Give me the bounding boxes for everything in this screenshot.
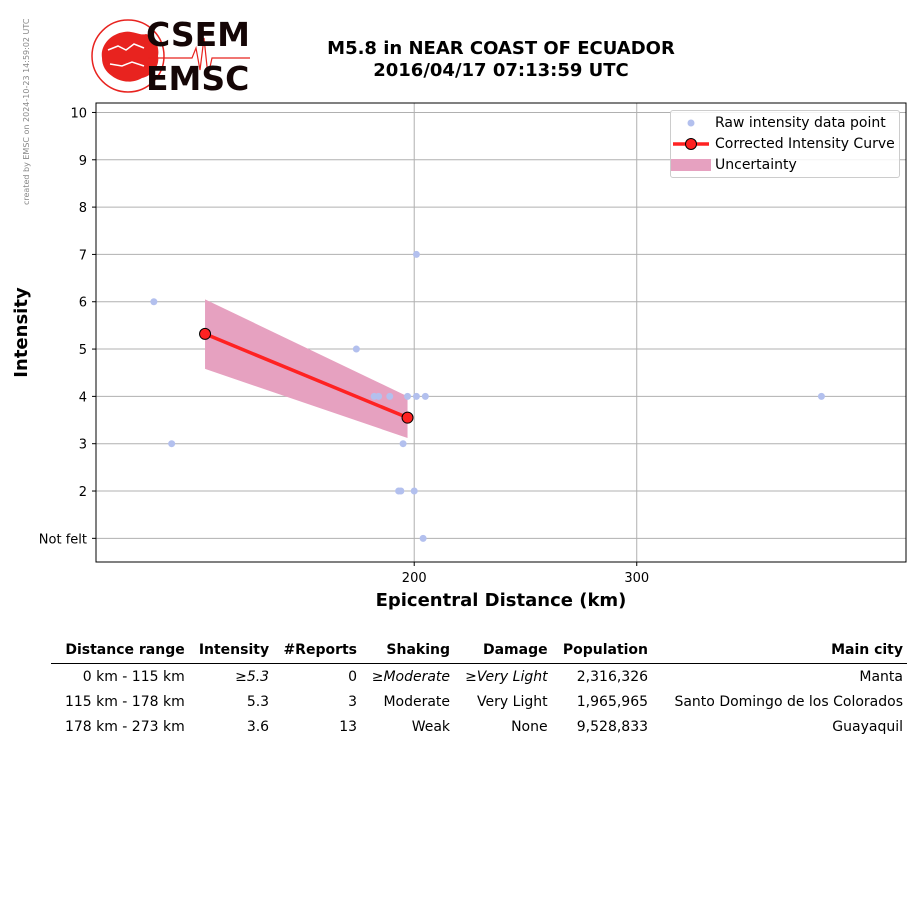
x-tick-label: 200 xyxy=(402,571,427,586)
y-axis-label: Intensity xyxy=(11,287,32,378)
y-tick-label: 8 xyxy=(79,201,87,216)
uncertainty-swatch-icon xyxy=(671,159,711,171)
chart-title-line2: 2016/04/17 07:13:59 UTC xyxy=(373,60,629,81)
plot-frame xyxy=(95,102,907,563)
chart-title-line1: M5.8 in NEAR COAST OF ECUADOR xyxy=(327,38,675,59)
cell-intensity: ≥5.3 xyxy=(235,668,270,685)
y-tick-label: 2 xyxy=(79,485,87,500)
table-header-row: Distance range Intensity #Reports Shakin… xyxy=(51,639,907,664)
table-row: 178 km - 273 km 3.6 13 Weak None 9,528,8… xyxy=(51,714,907,739)
cell-damage: ≥Very Light xyxy=(465,668,548,685)
raw-data-point xyxy=(412,250,420,258)
table-row: 115 km - 178 km 5.3 3 Moderate Very Ligh… xyxy=(51,689,907,714)
table-row: 0 km - 115 km ≥5.3 0 ≥Moderate ≥Very Lig… xyxy=(51,664,907,690)
x-tick-label: 300 xyxy=(624,571,649,586)
cell-shaking: ≥Moderate xyxy=(371,668,451,685)
y-tick-label: 9 xyxy=(79,154,87,169)
raw-data-point xyxy=(419,534,427,542)
legend-label-raw: Raw intensity data point xyxy=(715,115,886,131)
cell-reports: 13 xyxy=(339,718,358,735)
cell-reports: 0 xyxy=(348,668,358,685)
header-shaking: Shaking xyxy=(386,642,451,658)
raw-point-marker-icon xyxy=(687,119,695,127)
cell-distance: 178 km - 273 km xyxy=(64,718,185,735)
raw-data-point xyxy=(410,487,418,495)
raw-data-point xyxy=(421,392,429,400)
cell-shaking: Moderate xyxy=(383,693,451,710)
cell-main-city: Manta xyxy=(859,668,903,685)
logo-text-top: CSEM xyxy=(146,15,250,54)
logo-text-bottom: EMSC xyxy=(146,59,250,98)
cell-population: 9,528,833 xyxy=(576,718,649,735)
cell-main-city: Santo Domingo de los Colorados xyxy=(674,693,903,710)
cell-population: 2,316,326 xyxy=(576,668,649,685)
intensity-summary-table: Distance range Intensity #Reports Shakin… xyxy=(51,639,907,739)
csem-emsc-logo: CSEM EMSC xyxy=(88,16,254,98)
raw-data-point xyxy=(817,392,825,400)
raw-data-point xyxy=(150,298,158,306)
cell-reports: 3 xyxy=(348,693,358,710)
y-tick-label: 10 xyxy=(70,106,87,121)
globe-logo-icon xyxy=(91,19,250,93)
x-axis-label: Epicentral Distance (km) xyxy=(376,590,627,611)
raw-data-point xyxy=(412,392,420,400)
y-tick-label: 7 xyxy=(79,248,87,263)
cell-intensity: 5.3 xyxy=(246,693,270,710)
header-reports: #Reports xyxy=(283,642,358,658)
chart-legend: Raw intensity data point Corrected Inten… xyxy=(670,110,900,178)
y-tick-label: 4 xyxy=(79,390,87,405)
y-tick-label: Not felt xyxy=(39,532,87,547)
raw-data-point xyxy=(352,345,360,353)
uncertainty-band xyxy=(205,299,408,439)
legend-label-curve: Corrected Intensity Curve xyxy=(715,136,895,152)
legend-label-uncertainty: Uncertainty xyxy=(715,157,797,173)
raw-data-point xyxy=(404,392,412,400)
header-intensity: Intensity xyxy=(198,642,270,658)
cell-distance: 115 km - 178 km xyxy=(64,693,185,710)
cell-distance: 0 km - 115 km xyxy=(82,668,185,685)
raw-data-point xyxy=(399,440,407,448)
header-main-city: Main city xyxy=(831,642,903,658)
cell-damage: None xyxy=(511,718,548,735)
y-tick-label: 3 xyxy=(79,438,87,453)
raw-data-point xyxy=(168,440,176,448)
intensity-curve-point xyxy=(401,411,414,424)
cell-shaking: Weak xyxy=(411,718,451,735)
header-damage: Damage xyxy=(482,642,548,658)
raw-data-point xyxy=(375,392,383,400)
header-distance: Distance range xyxy=(65,642,185,658)
cell-population: 1,965,965 xyxy=(576,693,649,710)
y-tick-label: 5 xyxy=(79,343,87,358)
cell-damage: Very Light xyxy=(477,693,548,710)
raw-data-point xyxy=(386,392,394,400)
y-tick-label: 6 xyxy=(79,296,87,311)
intensity-chart: Not felt 2 3 4 5 6 7 8 9 10 200 300 Epicentral Dista… xyxy=(11,102,907,611)
header-population: Population xyxy=(562,642,649,658)
intensity-curve-line xyxy=(204,332,409,420)
curve-marker-icon xyxy=(673,138,709,150)
intensity-curve-point xyxy=(199,327,212,340)
cell-intensity: 3.6 xyxy=(246,718,270,735)
cell-main-city: Guayaquil xyxy=(832,718,903,735)
raw-data-point xyxy=(397,487,405,495)
